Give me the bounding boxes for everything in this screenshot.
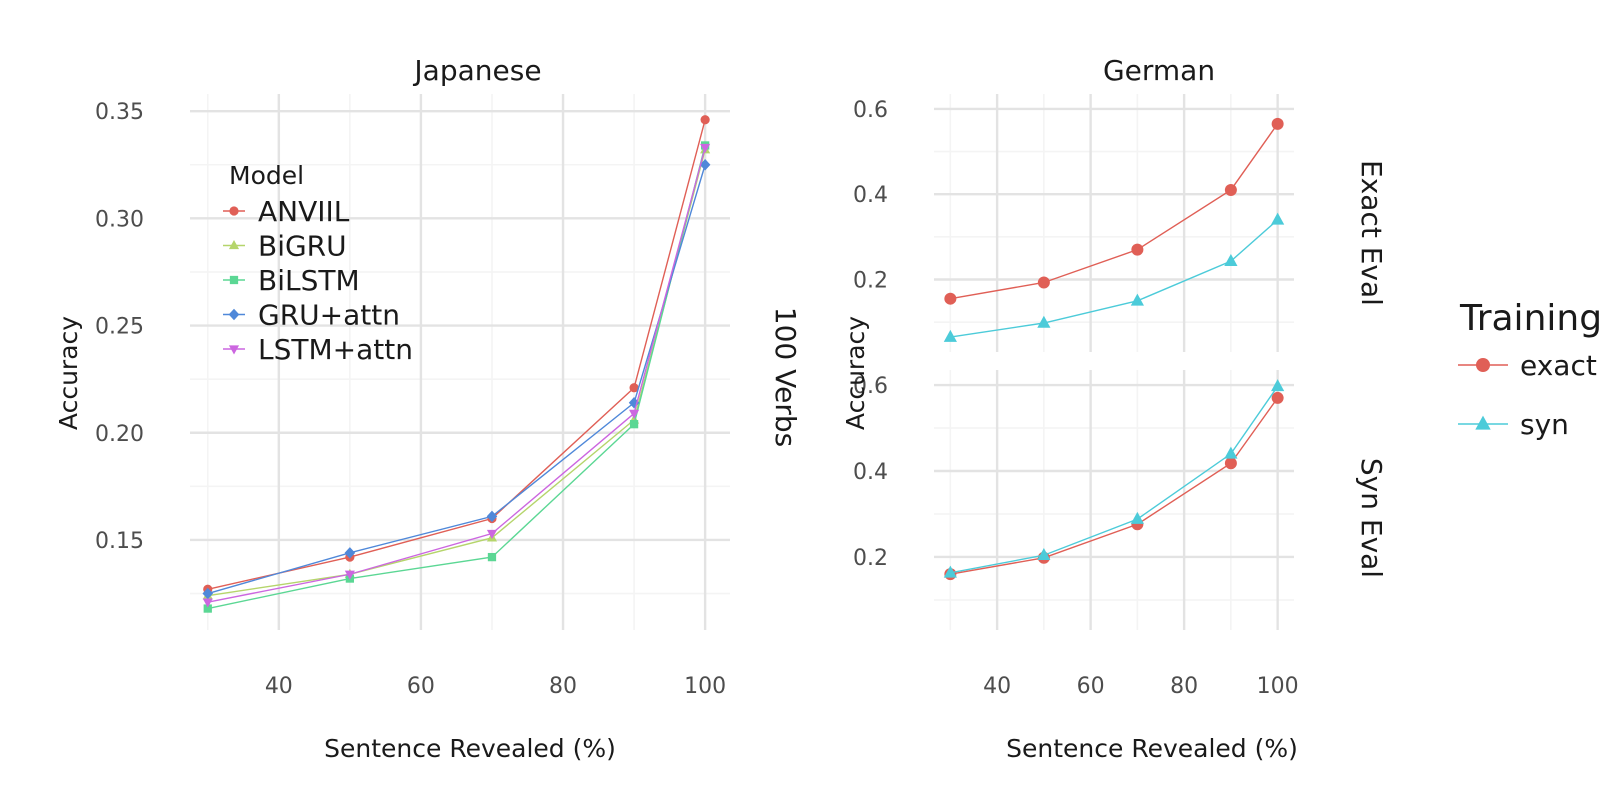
japanese-panel: 40 60 80 100 0.15 0.20 0.25 0.30 0.35 Japanese 1…	[54, 54, 802, 763]
legend-label-syn: syn	[1520, 408, 1569, 441]
legend-key-bigru-marker	[228, 239, 240, 250]
legend-key-bilstm-marker	[229, 275, 239, 285]
japanese-x-tick-label: 80	[549, 674, 577, 699]
japanese-gru-attn-point	[699, 159, 711, 171]
japanese-y-tick-label: 0.30	[95, 207, 144, 232]
legend-key-exact-marker	[1476, 358, 1490, 372]
japanese-panel-title: Japanese	[412, 54, 541, 87]
german-syn-eval-panel: 40 60 80 100 0.2 0.4 0.6 Syn Eval Accuracy Sen…	[841, 316, 1388, 763]
japanese-facet-label: 100 Verbs	[769, 307, 802, 447]
syn-eval-x-tick-label: 40	[983, 674, 1011, 699]
japanese-lstm-attn-point	[202, 598, 213, 608]
legend-key-syn-marker	[1475, 415, 1491, 430]
syn-eval-syn-point	[943, 565, 957, 578]
syn-eval-syn-point	[1130, 511, 1144, 524]
syn-eval-x-tick-label: 80	[1170, 674, 1198, 699]
syn-eval-syn-point	[1037, 548, 1051, 561]
exact-eval-facet-label: Exact Eval	[1355, 160, 1388, 306]
legend-label-lstm-attn: LSTM+attn	[258, 333, 413, 366]
exact-eval-exact-point	[1037, 276, 1050, 289]
exact-eval-syn-point	[1224, 253, 1238, 266]
training-legend: Training exact syn	[1458, 298, 1602, 441]
japanese-gru-attn-point	[202, 587, 214, 600]
syn-eval-y-tick-label: 0.4	[853, 460, 888, 485]
japanese-lstm-attn-point	[700, 143, 711, 154]
syn-eval-facet-label: Syn Eval	[1355, 458, 1388, 578]
syn-eval-syn-point	[1224, 446, 1238, 459]
japanese-anviil-point	[629, 383, 639, 393]
legend-label-gru-attn: GRU+attn	[258, 299, 400, 332]
japanese-gru-attn-point	[344, 547, 356, 559]
exact-eval-exact-line	[950, 123, 1279, 300]
japanese-y-tick-label: 0.25	[95, 315, 144, 340]
syn-eval-exact-point	[1271, 391, 1284, 404]
model-legend-title: Model	[229, 161, 304, 190]
japanese-x-axis-title: Sentence Revealed (%)	[324, 734, 616, 763]
exact-eval-exact-point	[944, 292, 957, 305]
legend-key-gru-attn-marker	[228, 308, 240, 321]
german-x-axis-title: Sentence Revealed (%)	[1006, 734, 1298, 763]
japanese-y-tick-label: 0.35	[95, 100, 144, 125]
exact-eval-exact-point	[1131, 243, 1144, 256]
syn-eval-y-tick-label: 0.6	[853, 374, 888, 399]
exact-eval-exact-point	[1224, 183, 1237, 196]
japanese-bilstm-point	[629, 420, 639, 429]
legend-label-anviil: ANVIIL	[258, 195, 350, 228]
japanese-anviil-point	[700, 115, 710, 125]
japanese-x-tick-label: 60	[407, 674, 435, 699]
exact-eval-syn-point	[943, 329, 957, 342]
japanese-lstm-attn-point	[486, 529, 498, 540]
japanese-lstm-attn-point	[629, 409, 640, 419]
exact-eval-exact-point	[1271, 117, 1284, 130]
legend-key-lstm-attn-marker	[228, 345, 240, 355]
syn-eval-x-tick-label: 100	[1257, 674, 1299, 699]
japanese-bilstm-point	[203, 604, 212, 613]
german-exact-eval-panel: 0.2 0.4 0.6 German Exact Eval	[853, 54, 1388, 352]
syn-eval-syn-point	[1271, 379, 1285, 392]
legend-label-exact: exact	[1520, 349, 1597, 382]
german-y-axis-title: Accuracy	[841, 316, 870, 430]
exact-eval-y-tick-label: 0.4	[853, 183, 888, 208]
syn-eval-x-tick-label: 60	[1077, 674, 1105, 699]
training-legend-title: Training	[1459, 298, 1602, 339]
japanese-gru-attn-point	[486, 510, 498, 523]
syn-eval-y-tick-label: 0.2	[853, 546, 888, 571]
legend-label-bigru: BiGRU	[258, 230, 347, 263]
japanese-lstm-attn-point	[344, 570, 355, 580]
exact-eval-syn-point	[1271, 212, 1285, 225]
exact-eval-y-tick-label: 0.2	[853, 269, 888, 294]
japanese-bilstm-point	[487, 552, 497, 562]
german-panel-title: German	[1103, 54, 1215, 87]
exact-eval-syn-point	[1130, 293, 1144, 306]
syn-eval-exact-point	[1224, 457, 1237, 470]
syn-eval-syn-line	[950, 385, 1279, 574]
syn-eval-exact-line	[950, 397, 1279, 575]
exact-eval-y-tick-label: 0.6	[853, 98, 888, 123]
japanese-x-tick-label: 40	[265, 674, 293, 699]
japanese-y-tick-label: 0.20	[95, 422, 144, 447]
japanese-x-tick-label: 100	[684, 674, 726, 699]
exact-eval-syn-point	[1037, 315, 1051, 328]
legend-label-bilstm: BiLSTM	[258, 264, 360, 297]
japanese-y-tick-label: 0.15	[95, 529, 144, 554]
japanese-y-axis-title: Accuracy	[54, 316, 83, 430]
legend-key-anviil-marker	[229, 206, 239, 216]
